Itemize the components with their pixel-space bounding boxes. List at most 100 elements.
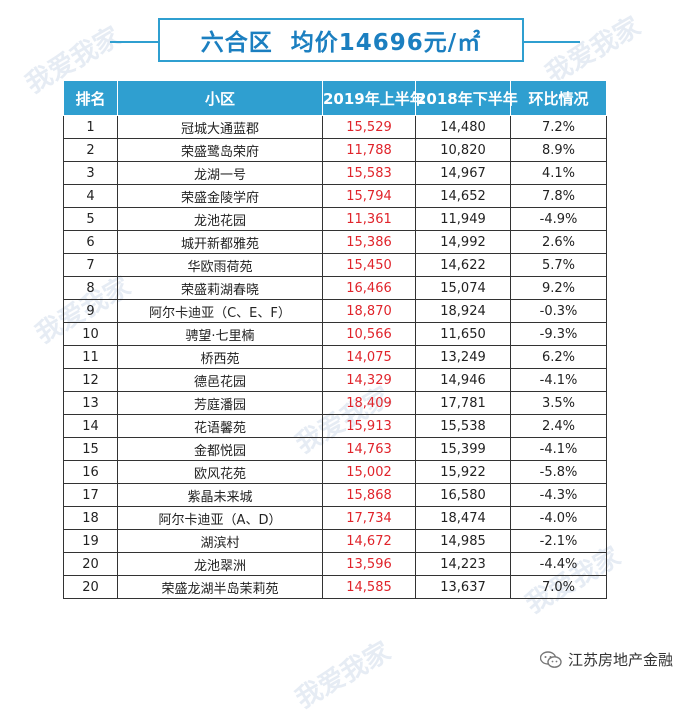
- price-2018h2-cell: 15,399: [415, 437, 511, 461]
- change-cell: -2.1%: [510, 529, 607, 553]
- change-cell: 4.1%: [510, 161, 607, 185]
- price-2019h1-cell: 14,329: [322, 368, 416, 392]
- community-cell: 桥西苑: [117, 345, 323, 369]
- community-cell: 城开新都雅苑: [117, 230, 323, 254]
- table-row: 16 欧风花苑 15,002 15,922 -5.8%: [63, 460, 607, 484]
- change-cell: 3.5%: [510, 391, 607, 415]
- community-cell: 紫晶未来城: [117, 483, 323, 507]
- community-cell: 荣盛鹭岛荣府: [117, 138, 323, 162]
- change-cell: -4.1%: [510, 368, 607, 392]
- community-cell: 芳庭潘园: [117, 391, 323, 415]
- community-cell: 荣盛龙湖半岛茉莉苑: [117, 575, 323, 599]
- table-row: 3 龙湖一号 15,583 14,967 4.1%: [63, 161, 607, 185]
- price-2019h1-cell: 14,672: [322, 529, 416, 553]
- ranking-table: 排名 小区 2019年上半年 2018年下半年 环比情况 1 冠城大通蓝郡 15,5…: [63, 80, 607, 599]
- table-header-row: 排名 小区 2019年上半年 2018年下半年 环比情况: [63, 80, 607, 116]
- header-2019h1: 2019年上半年: [322, 80, 425, 116]
- change-cell: 7.2%: [510, 115, 607, 139]
- rank-cell: 20: [63, 575, 118, 599]
- table-row: 1 冠城大通蓝郡 15,529 14,480 7.2%: [63, 115, 607, 139]
- rank-cell: 13: [63, 391, 118, 415]
- table-row: 2 荣盛鹭岛荣府 11,788 10,820 8.9%: [63, 138, 607, 162]
- rank-cell: 9: [63, 299, 118, 323]
- table-row: 6 城开新都雅苑 15,386 14,992 2.6%: [63, 230, 607, 254]
- price-2018h2-cell: 14,967: [415, 161, 511, 185]
- table-row: 7 华欧雨荷苑 15,450 14,622 5.7%: [63, 253, 607, 277]
- change-cell: -4.3%: [510, 483, 607, 507]
- price-2018h2-cell: 11,949: [415, 207, 511, 231]
- price-2019h1-cell: 15,794: [322, 184, 416, 208]
- rank-cell: 16: [63, 460, 118, 484]
- table-row: 17 紫晶未来城 15,868 16,580 -4.3%: [63, 483, 607, 507]
- change-cell: 2.4%: [510, 414, 607, 438]
- price-2018h2-cell: 18,474: [415, 506, 511, 530]
- community-cell: 龙池花园: [117, 207, 323, 231]
- price-2018h2-cell: 14,223: [415, 552, 511, 576]
- community-cell: 德邑花园: [117, 368, 323, 392]
- price-2018h2-cell: 15,074: [415, 276, 511, 300]
- change-cell: 6.2%: [510, 345, 607, 369]
- price-2019h1-cell: 16,466: [322, 276, 416, 300]
- price-2018h2-cell: 14,992: [415, 230, 511, 254]
- community-cell: 冠城大通蓝郡: [117, 115, 323, 139]
- table-row: 12 德邑花园 14,329 14,946 -4.1%: [63, 368, 607, 392]
- rank-cell: 12: [63, 368, 118, 392]
- price-2019h1-cell: 15,386: [322, 230, 416, 254]
- community-cell: 龙池翠洲: [117, 552, 323, 576]
- header-change: 环比情况: [510, 80, 607, 116]
- price-2019h1-cell: 15,002: [322, 460, 416, 484]
- price-2019h1-cell: 11,788: [322, 138, 416, 162]
- price-2019h1-cell: 15,868: [322, 483, 416, 507]
- rank-cell: 5: [63, 207, 118, 231]
- table-row: 4 荣盛金陵学府 15,794 14,652 7.8%: [63, 184, 607, 208]
- rank-cell: 14: [63, 414, 118, 438]
- community-cell: 阿尔卡迪亚（A、D）: [117, 506, 323, 530]
- change-cell: -9.3%: [510, 322, 607, 346]
- price-2019h1-cell: 18,870: [322, 299, 416, 323]
- table-row: 13 芳庭潘园 18,409 17,781 3.5%: [63, 391, 607, 415]
- change-cell: -4.1%: [510, 437, 607, 461]
- price-2019h1-cell: 18,409: [322, 391, 416, 415]
- price-2018h2-cell: 14,622: [415, 253, 511, 277]
- price-2018h2-cell: 18,924: [415, 299, 511, 323]
- footer-account: 江苏房地产金融: [539, 649, 673, 670]
- change-cell: 8.9%: [510, 138, 607, 162]
- community-cell: 花语馨苑: [117, 414, 323, 438]
- price-2018h2-cell: 17,781: [415, 391, 511, 415]
- price-2018h2-cell: 14,985: [415, 529, 511, 553]
- price-2019h1-cell: 13,596: [322, 552, 416, 576]
- community-cell: 湖滨村: [117, 529, 323, 553]
- price-2019h1-cell: 14,763: [322, 437, 416, 461]
- price-2019h1-cell: 15,450: [322, 253, 416, 277]
- community-cell: 华欧雨荷苑: [117, 253, 323, 277]
- price-2019h1-cell: 15,913: [322, 414, 416, 438]
- community-cell: 金都悦园: [117, 437, 323, 461]
- community-cell: 荣盛莉湖春晓: [117, 276, 323, 300]
- average-price: 均价14696元/㎡: [290, 30, 482, 56]
- wechat-icon: [539, 650, 562, 668]
- price-2018h2-cell: 13,637: [415, 575, 511, 599]
- rank-cell: 3: [63, 161, 118, 185]
- table-row: 14 花语馨苑 15,913 15,538 2.4%: [63, 414, 607, 438]
- table-row: 18 阿尔卡迪亚（A、D） 17,734 18,474 -4.0%: [63, 506, 607, 530]
- table-row: 20 龙池翠洲 13,596 14,223 -4.4%: [63, 552, 607, 576]
- price-2018h2-cell: 16,580: [415, 483, 511, 507]
- price-2019h1-cell: 10,566: [322, 322, 416, 346]
- price-2018h2-cell: 15,538: [415, 414, 511, 438]
- rank-cell: 19: [63, 529, 118, 553]
- table-row: 9 阿尔卡迪亚（C、E、F） 18,870 18,924 -0.3%: [63, 299, 607, 323]
- change-cell: -4.9%: [510, 207, 607, 231]
- price-2018h2-cell: 15,922: [415, 460, 511, 484]
- rank-cell: 20: [63, 552, 118, 576]
- change-cell: -4.0%: [510, 506, 607, 530]
- community-cell: 龙湖一号: [117, 161, 323, 185]
- table-row: 20 荣盛龙湖半岛茉莉苑 14,585 13,637 7.0%: [63, 575, 607, 599]
- change-cell: -4.4%: [510, 552, 607, 576]
- price-2018h2-cell: 14,946: [415, 368, 511, 392]
- rank-cell: 7: [63, 253, 118, 277]
- price-2019h1-cell: 11,361: [322, 207, 416, 231]
- price-2018h2-cell: 11,650: [415, 322, 511, 346]
- table-row: 15 金都悦园 14,763 15,399 -4.1%: [63, 437, 607, 461]
- title-banner: 六合区 均价14696元/㎡: [0, 12, 689, 62]
- rank-cell: 15: [63, 437, 118, 461]
